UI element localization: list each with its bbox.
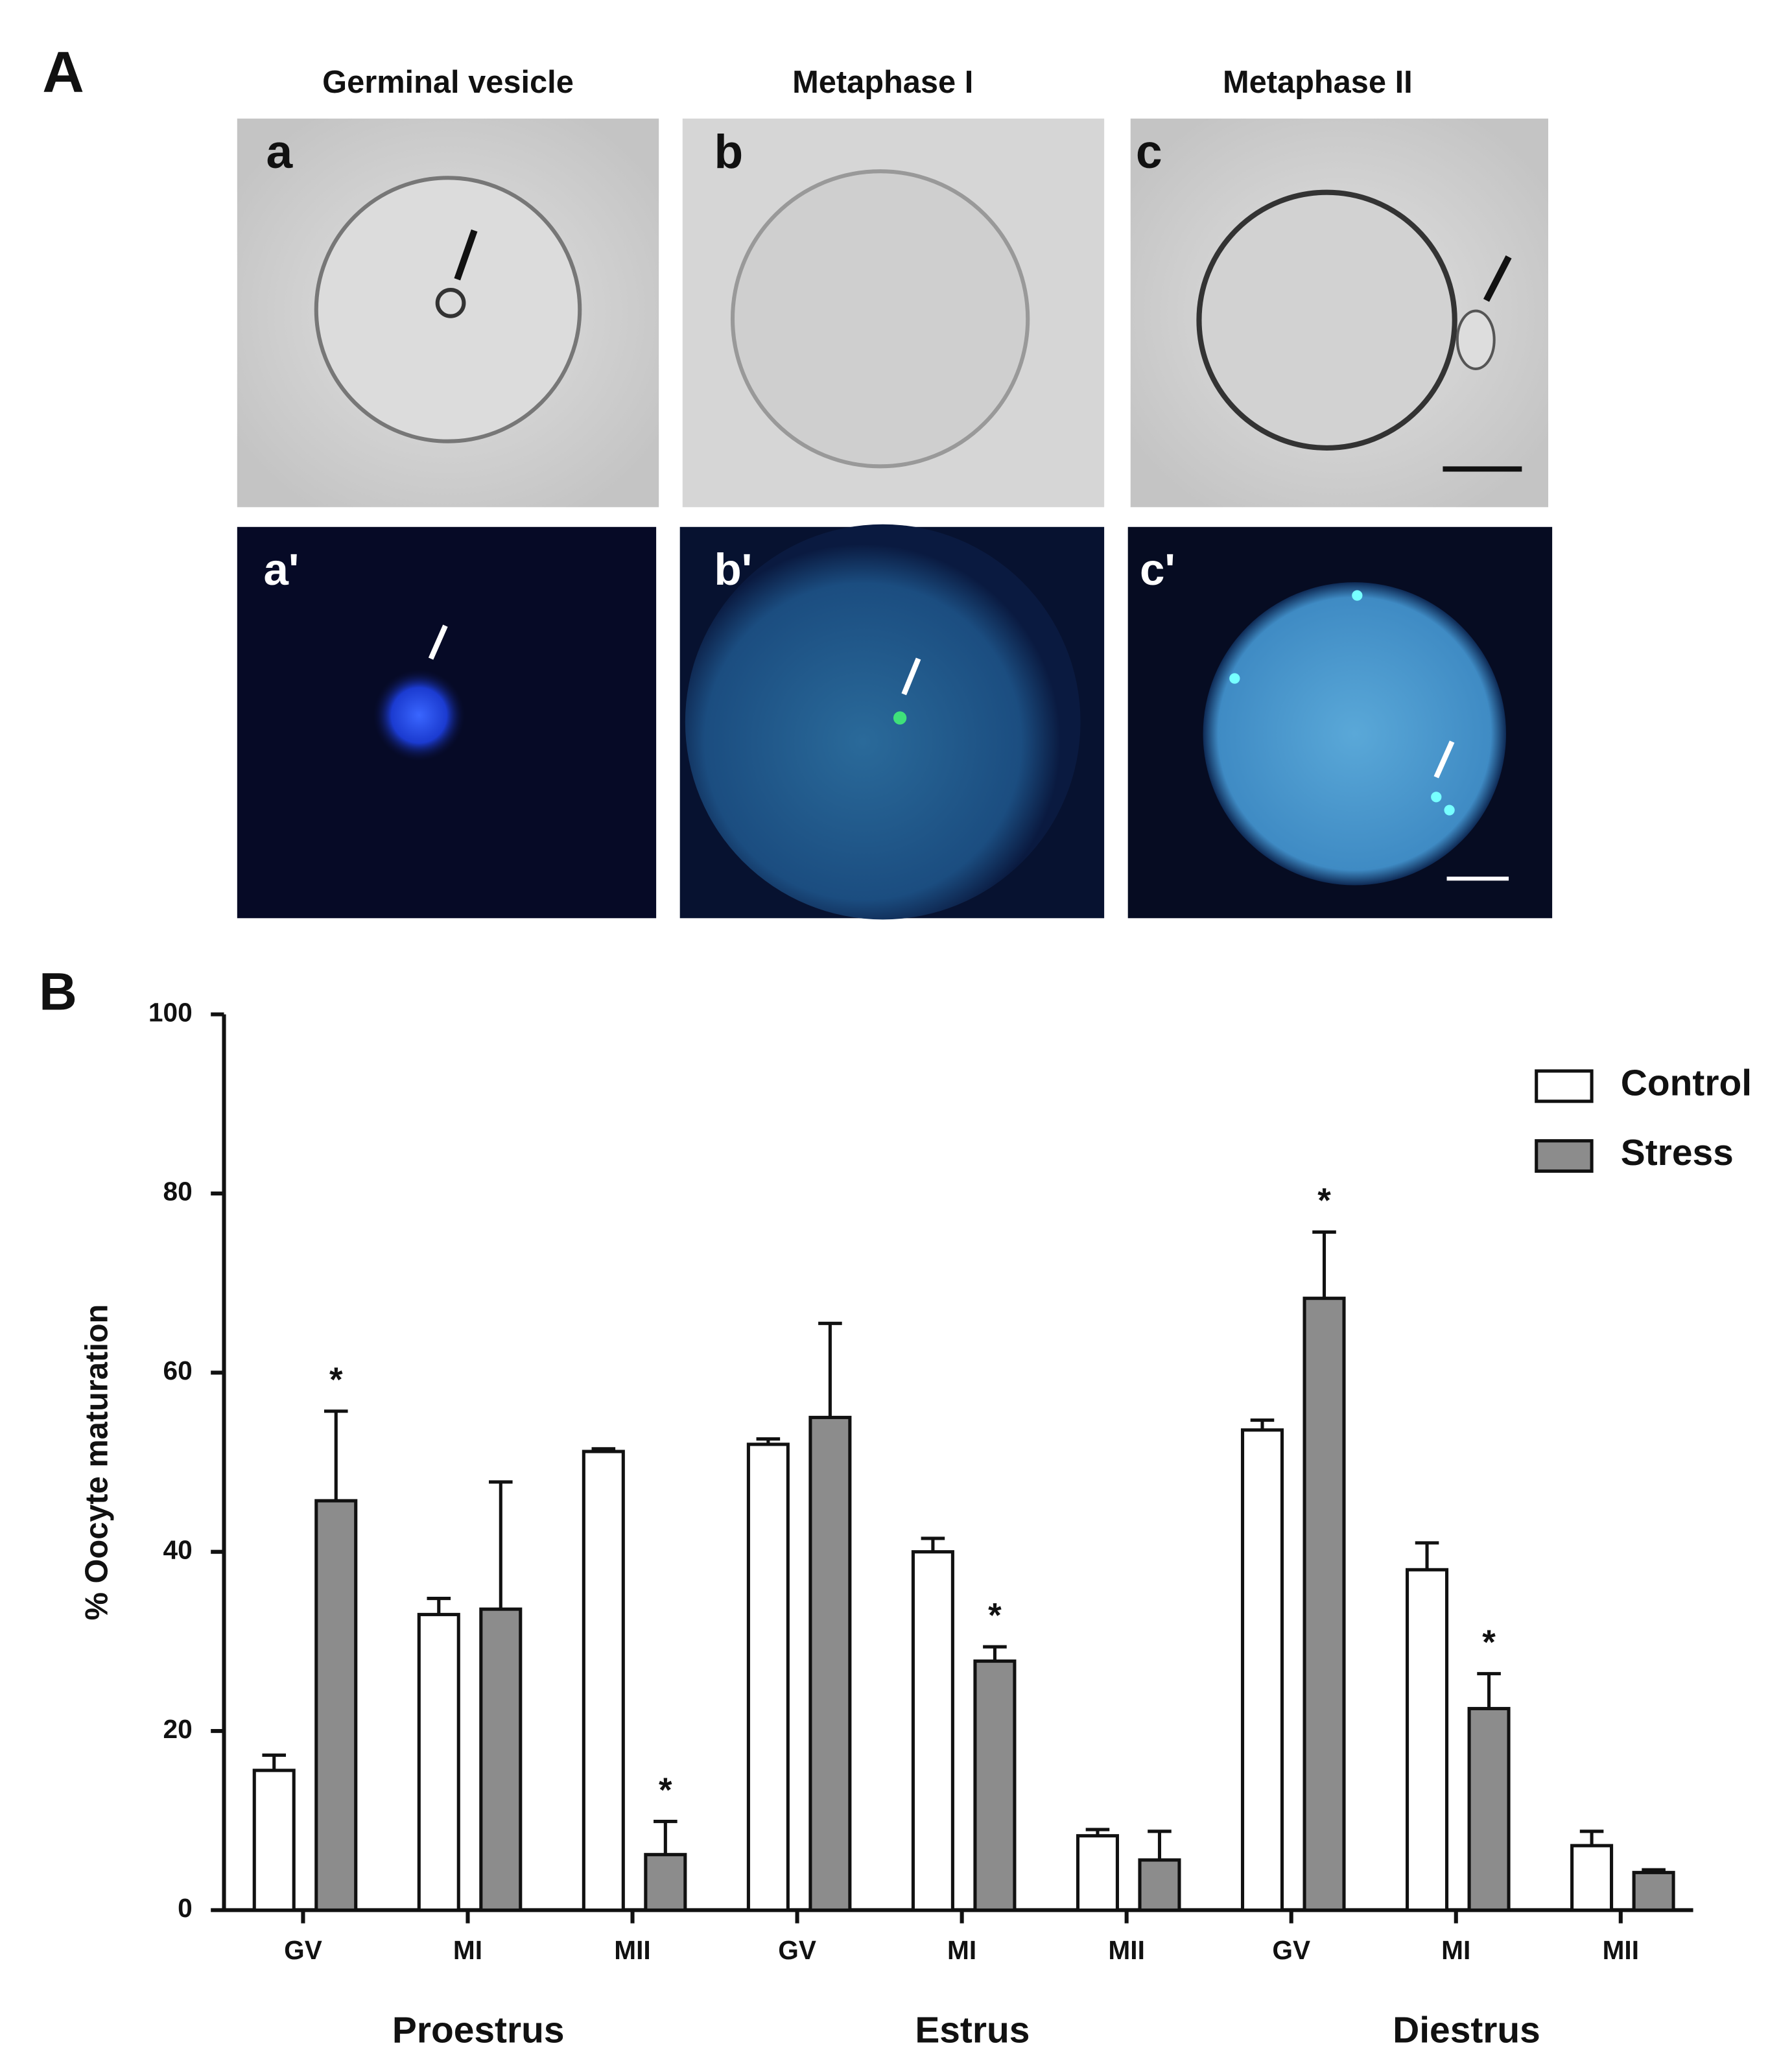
error-bar	[427, 1596, 451, 1615]
panel-label: B	[39, 963, 77, 1022]
micrograph	[682, 118, 1105, 508]
x-tick-label: MI	[947, 1935, 976, 1965]
bar	[1240, 1428, 1284, 1912]
error-bar	[921, 1536, 945, 1552]
error-bar	[1148, 1830, 1172, 1861]
bar	[314, 1499, 358, 1912]
image-label: b	[714, 125, 744, 178]
x-tick-label: MII	[1108, 1935, 1144, 1965]
error-bar	[1579, 1830, 1604, 1846]
column-title: Germinal vesicle	[322, 65, 574, 100]
bar	[808, 1415, 852, 1912]
y-tick-label: 80	[163, 1177, 193, 1206]
bar	[911, 1550, 954, 1912]
significance-marker: *	[1482, 1623, 1496, 1662]
column-title: Metaphase I	[792, 65, 973, 100]
y-axis-label: % Oocyte maturation	[79, 1304, 114, 1621]
error-bar	[983, 1645, 1007, 1662]
error-bar	[1642, 1868, 1666, 1873]
x-tick-label: GV	[284, 1935, 322, 1965]
column-title: Metaphase II	[1223, 65, 1413, 100]
error-bar	[1477, 1672, 1501, 1709]
error-bar	[818, 1321, 842, 1418]
y-tick-label: 40	[163, 1535, 193, 1564]
error-bar	[1085, 1828, 1110, 1836]
micrograph	[237, 526, 657, 919]
significance-marker: *	[1317, 1182, 1331, 1220]
micrograph	[1127, 526, 1553, 919]
bar	[973, 1659, 1017, 1912]
image-label: a'	[263, 544, 299, 594]
image-label: c'	[1140, 544, 1175, 594]
bar	[1076, 1834, 1119, 1912]
x-tick-label: GV	[1272, 1935, 1310, 1965]
y-tick-label: 20	[163, 1714, 193, 1744]
legend-label: Stress	[1621, 1132, 1734, 1173]
bar	[1570, 1844, 1614, 1912]
error-bar	[489, 1480, 513, 1610]
bar	[1632, 1870, 1675, 1912]
bar	[1406, 1568, 1449, 1912]
error-bar	[591, 1447, 616, 1452]
group-label: Proestrus	[392, 2009, 565, 2051]
bar	[1138, 1858, 1181, 1912]
micrograph	[237, 118, 659, 508]
y-tick-label: 100	[148, 997, 193, 1027]
bar	[1303, 1297, 1346, 1912]
image-label: a	[266, 125, 294, 178]
bar	[644, 1853, 687, 1912]
significance-marker: *	[659, 1771, 672, 1809]
micrograph	[1130, 118, 1549, 508]
x-tick-label: MI	[453, 1935, 482, 1965]
error-bar	[756, 1437, 781, 1444]
error-bar	[1415, 1541, 1439, 1570]
error-bar	[324, 1409, 348, 1501]
image-label: c	[1136, 125, 1162, 178]
y-tick-label: 0	[178, 1893, 193, 1923]
x-tick-label: MII	[1603, 1935, 1639, 1965]
bar	[746, 1442, 790, 1912]
bar	[417, 1612, 460, 1912]
significance-marker: *	[329, 1361, 343, 1399]
micrograph	[679, 524, 1105, 920]
group-label: Estrus	[915, 2009, 1030, 2051]
y-tick-label: 60	[163, 1356, 193, 1385]
error-bar	[262, 1753, 287, 1771]
bar	[479, 1607, 523, 1912]
x-tick-label: MII	[614, 1935, 650, 1965]
legend-swatch	[1535, 1069, 1594, 1103]
significance-marker: *	[988, 1596, 1002, 1634]
error-bar	[654, 1820, 678, 1855]
bar	[252, 1769, 296, 1912]
bar	[1467, 1706, 1511, 1912]
x-tick-label: GV	[778, 1935, 816, 1965]
bar	[582, 1450, 625, 1912]
image-label: b'	[714, 544, 753, 594]
legend-swatch	[1535, 1139, 1594, 1173]
x-tick-label: MI	[1441, 1935, 1470, 1965]
legend-label: Control	[1621, 1062, 1752, 1103]
error-bar	[1250, 1418, 1275, 1430]
group-label: Diestrus	[1393, 2009, 1540, 2051]
panel-label: A	[42, 39, 84, 104]
error-bar	[1312, 1230, 1336, 1299]
